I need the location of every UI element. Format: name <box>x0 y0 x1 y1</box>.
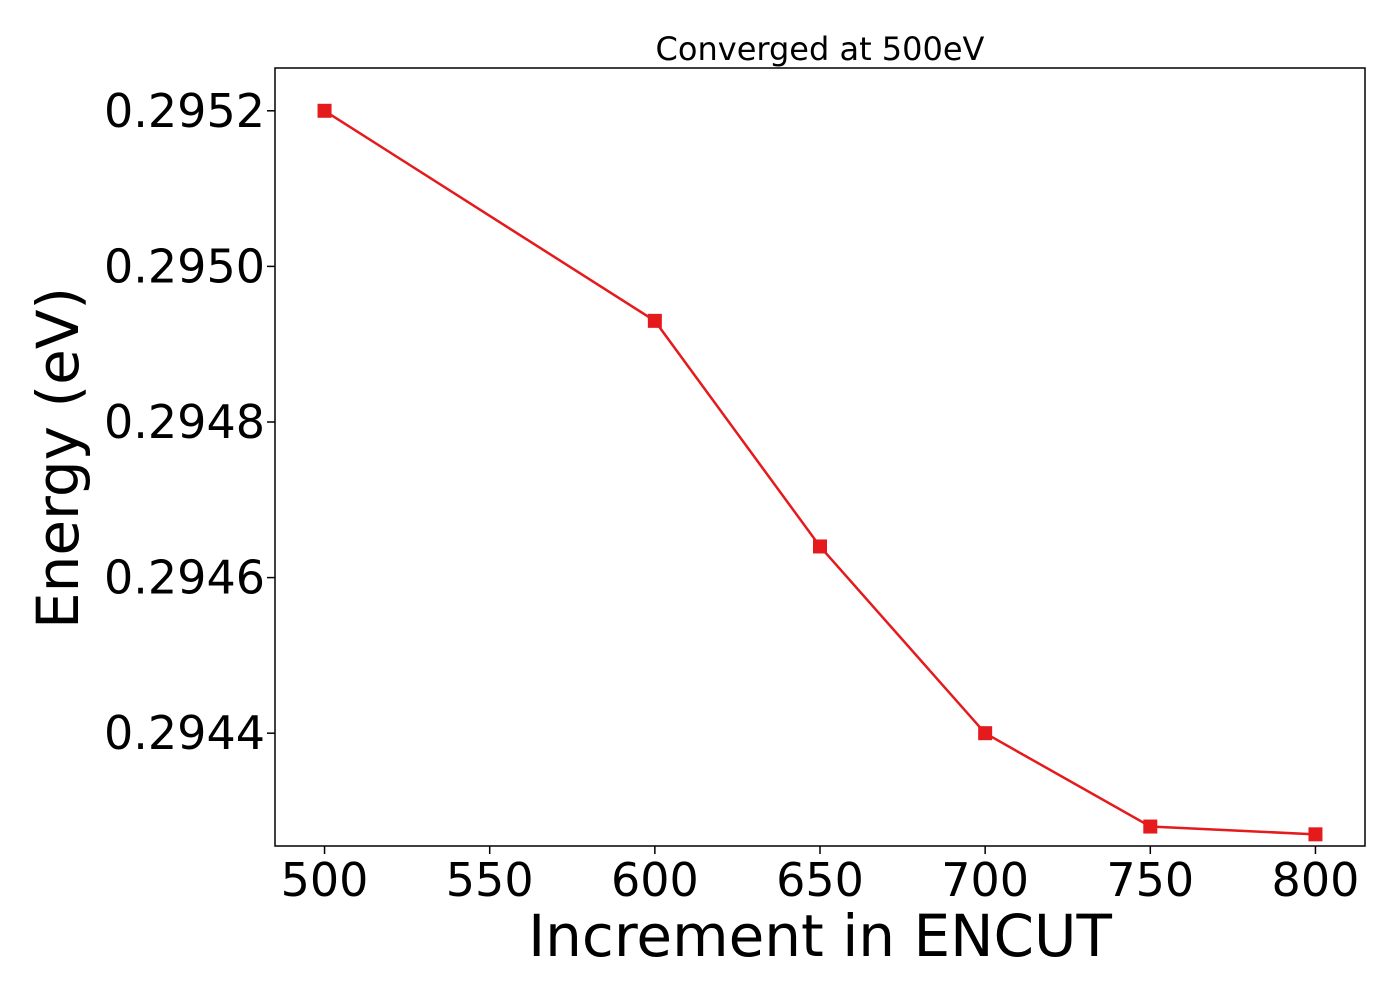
data-point-marker <box>813 539 827 554</box>
chart-title: Converged at 500eV <box>656 30 985 68</box>
data-point-marker <box>1308 827 1323 842</box>
data-point-marker <box>317 103 332 118</box>
y-tick-label: 0.2952 <box>104 84 265 138</box>
x-tick-label: 550 <box>446 853 534 907</box>
data-point-marker <box>1143 819 1158 834</box>
x-tick-label: 500 <box>281 853 369 907</box>
y-tick-label: 0.2950 <box>104 239 265 293</box>
y-axis-ticks: 0.2944 0.2946 0.2948 0.2950 0.2952 <box>104 84 275 760</box>
y-tick-label: 0.2944 <box>104 706 265 760</box>
data-point-marker <box>978 726 993 741</box>
series-line <box>323 109 1316 836</box>
data-point-marker <box>647 313 662 328</box>
x-tick-label: 700 <box>941 853 1029 907</box>
x-tick-label: 750 <box>1106 853 1194 907</box>
y-tick-label: 0.2946 <box>104 551 265 605</box>
x-tick-label: 800 <box>1272 853 1360 907</box>
x-tick-label: 650 <box>776 853 864 907</box>
x-tick-label: 600 <box>611 853 699 907</box>
y-tick-label: 0.2948 <box>104 395 265 449</box>
y-axis-label: Energy (eV) <box>24 287 92 629</box>
plot-frame <box>274 67 1366 847</box>
x-axis-label: Increment in ENCUT <box>528 902 1112 970</box>
series-layer <box>317 103 1323 842</box>
x-axis-ticks: 500 550 600 650 700 750 800 <box>281 846 1360 907</box>
